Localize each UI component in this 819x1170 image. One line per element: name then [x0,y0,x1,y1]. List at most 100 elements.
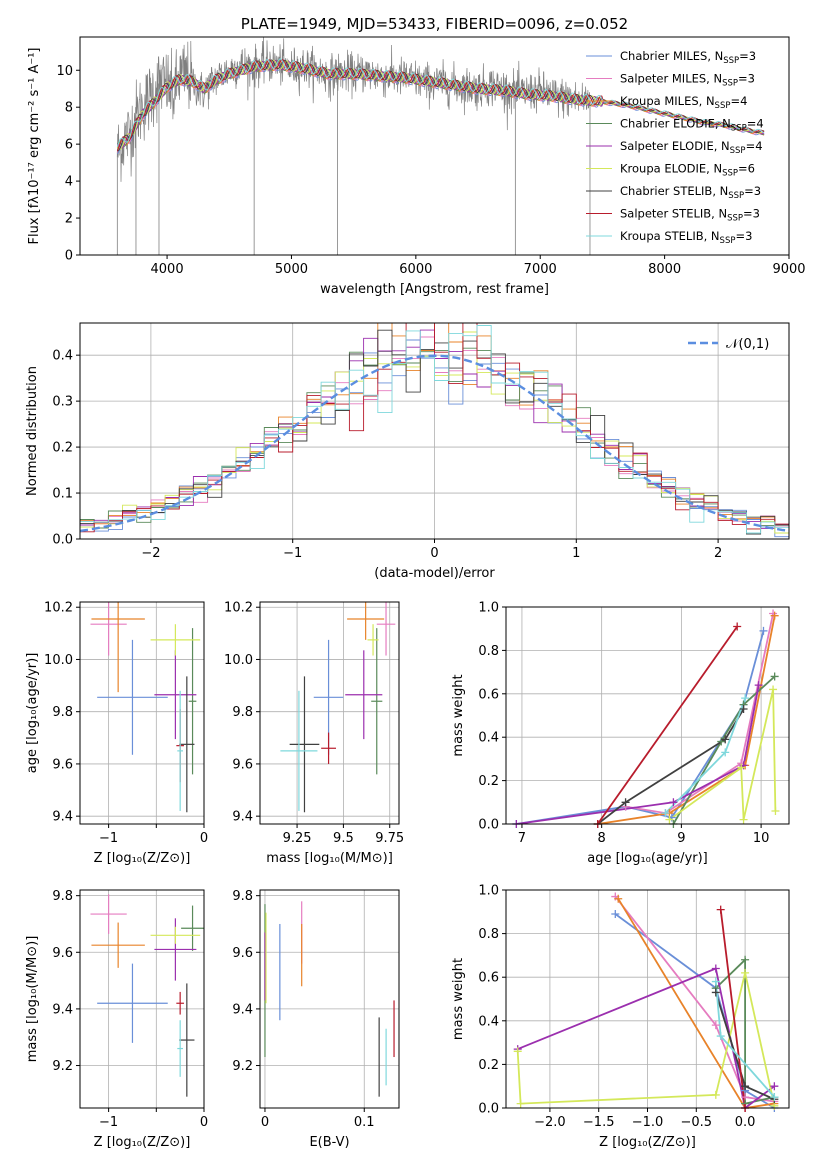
chart-age-vs-mass: 9.25 9.5 9.75 9.4 9.6 9.8 10.0 10.2 mass [log₁₀(… [224,601,404,866]
weight-line [625,613,774,815]
weight-marker [711,964,720,973]
y-tick-label: 8 [65,101,73,116]
x-axis-label: Z [log₁₀(Z/Z⊙)] [94,1135,191,1150]
y-tick-label: 0.2 [52,441,73,456]
weight-marker [721,735,730,744]
y-tick-label: 9.6 [232,946,253,961]
y-tick-label: 9.2 [52,1059,73,1074]
y-tick-label: 9.4 [52,1002,73,1017]
y-tick-label: 0.8 [478,644,499,659]
x-axis-label: mass [log₁₀(M/M⊙)] [266,851,393,866]
legend-label: Kroupa STELIB, NSSP=3 [620,229,752,246]
y-axis-label: Flux [fλ10⁻¹⁷ erg cm⁻² s⁻¹ A⁻¹] [27,48,42,245]
y-tick-label: 10 [56,64,73,79]
errorbar-point [90,894,127,934]
y-axis-label: mass weight [451,958,466,1040]
x-tick-label: 0 [200,831,208,846]
y-tick-label: 0 [65,249,73,264]
y-axis-label: mass weight [451,674,466,756]
weight-marker [661,809,670,818]
legend-label: Salpeter STELIB, NSSP=3 [620,207,760,224]
weight-marker [739,815,748,824]
legend-count: =3 [744,184,761,198]
errorbar-point [347,602,385,640]
weight-line [617,898,775,1108]
weight-marker [741,1082,750,1091]
weight-marker [711,988,720,997]
x-tick-label: 5000 [275,262,308,277]
weight-line [597,708,745,824]
y-tick-label: 1.0 [478,884,499,899]
axes-frame [259,889,400,1109]
legend-subscript: SSP [715,101,731,111]
y-tick-label: 0.6 [478,687,499,702]
weight-line [715,957,775,1105]
weight-marker [711,977,720,986]
y-tick-label: 0.6 [478,971,499,986]
legend-label: Salpeter MILES, NSSP=3 [620,72,755,89]
errorbar-point [150,624,201,656]
weight-line [719,909,746,1108]
weight-line [672,675,776,824]
y-tick-label: 9.4 [232,1002,253,1017]
errorbar-point [177,1020,184,1077]
plot-marks [90,894,204,1097]
y-tick-label: 9.6 [232,757,253,772]
x-tick-label: 9 [677,831,685,846]
legend-subscript: SSP [720,236,736,246]
plot-marks [90,602,201,813]
chart-mass-vs-z: −1 0 9.2 9.4 9.6 9.8 Z [log₁₀(Z/Z⊙)] mass [log₁… [25,889,208,1150]
weight-marker [741,968,750,977]
y-tick-label: 9.4 [232,810,253,825]
y-tick-label: 9.2 [232,1059,253,1074]
errorbar-point [181,905,204,951]
x-tick-label: −2 [141,546,160,561]
y-tick-label: 10.0 [44,653,73,668]
x-tick-label: 9000 [772,262,805,277]
weight-marker [741,955,750,964]
axes-frame [79,889,205,1109]
weight-marker [513,1047,522,1056]
weight-marker [621,798,630,807]
legend-label: Salpeter ELODIE, NSSP=4 [620,139,763,156]
model-spectrum-line [117,59,765,149]
chart-mass-vs-ebv: 0 0.1 9.2 9.4 9.6 9.8 E(B-V) [232,889,400,1150]
axes-frame [79,36,790,256]
x-axis-label: wavelength [Angstrom, rest frame] [320,282,549,297]
y-tick-label: 0.0 [478,818,499,833]
y-tick-label: 9.8 [52,889,73,904]
errorbar-point [179,983,195,1097]
x-tick-label: 1 [572,546,580,561]
x-tick-label: 9.5 [333,831,354,846]
weight-marker [771,806,780,815]
weight-marker [741,694,750,703]
weight-marker [770,1093,779,1102]
y-tick-label: 0.2 [478,1058,499,1073]
plot-marks [116,37,765,255]
weight-marker [770,672,779,681]
y-tick-label: 0.0 [52,533,73,548]
x-axis-label: (data-model)/error [374,566,495,581]
x-axis-label: age [log₁₀(age/yr)] [587,851,708,866]
x-tick-label: 8 [598,831,606,846]
x-tick-label: −2.0 [534,1115,566,1130]
errorbar-point [371,628,383,775]
weight-marker [721,748,730,757]
x-tick-label: −1 [283,546,302,561]
weight-marker [770,1082,779,1091]
y-tick-label: 10.2 [224,601,253,616]
errorbar-point [188,628,197,775]
errorbar-point [176,991,184,1015]
plot-marks [264,901,395,1097]
errorbar-point [154,650,197,740]
x-tick-label: 7000 [524,262,557,277]
weight-marker [711,1021,720,1030]
weight-marker [716,905,725,914]
weight-marker [711,1090,720,1099]
errorbar-point [376,602,396,656]
weight-marker [611,909,620,918]
y-tick-label: 0.4 [478,1014,499,1029]
x-tick-label: −1.5 [583,1115,615,1130]
errorbar-point [321,732,336,764]
